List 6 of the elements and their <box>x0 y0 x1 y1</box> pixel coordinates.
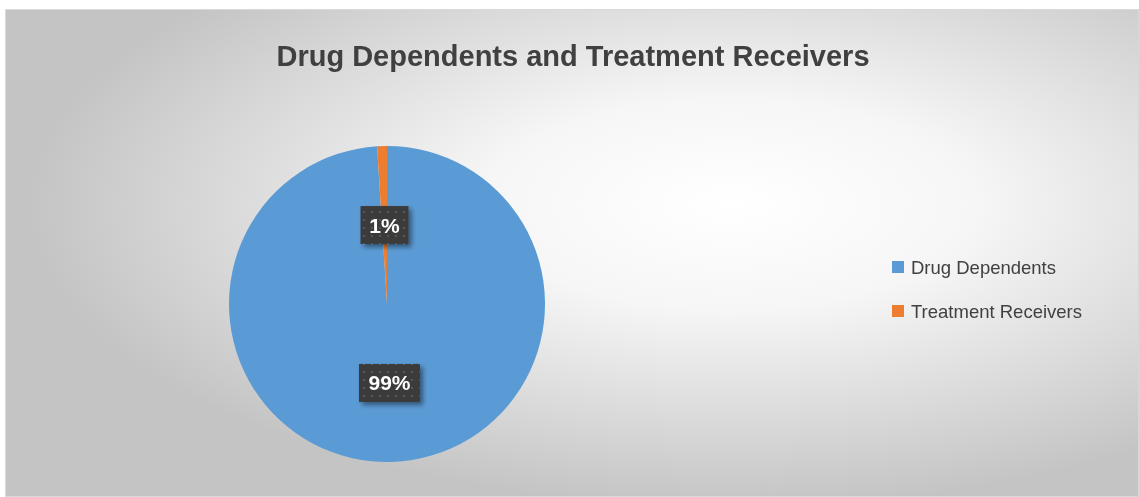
legend-label: Drug Dependents <box>911 256 1057 278</box>
chart-title: Drug Dependents and Treatment Receivers <box>276 40 870 72</box>
pie-slice <box>229 146 545 462</box>
data-label: 1% <box>369 213 401 237</box>
data-label: 99% <box>368 371 411 395</box>
legend-label: Treatment Receivers <box>911 300 1083 322</box>
